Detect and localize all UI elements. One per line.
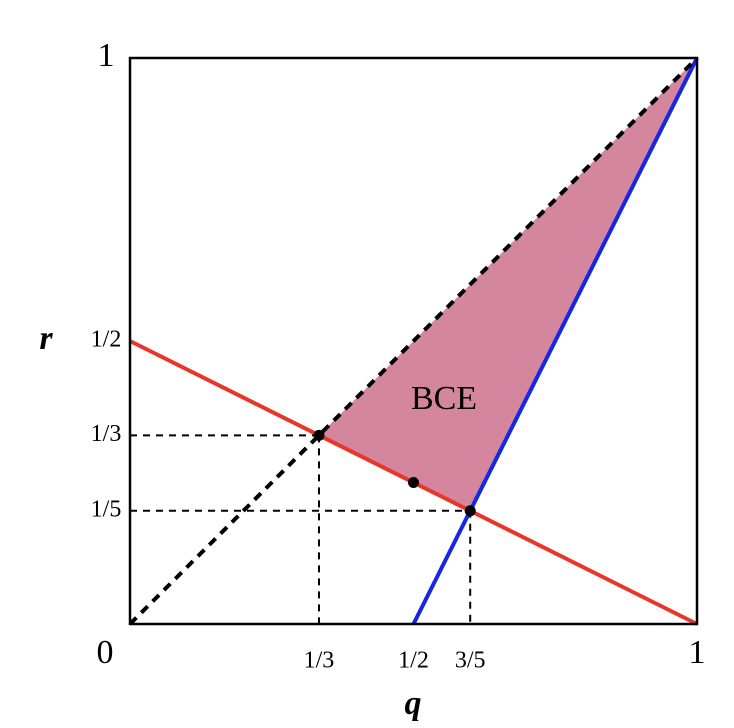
- x-tick-label: 1: [689, 634, 706, 671]
- bce-region: [318, 58, 697, 511]
- y-tick-label: 1/5: [91, 496, 122, 522]
- point: [408, 477, 419, 488]
- point: [313, 429, 325, 441]
- y-tick-label: 1/2: [91, 327, 122, 353]
- y-axis-label: r: [39, 320, 53, 357]
- series-line: [128, 56, 699, 626]
- y-tick-label: 1/3: [91, 421, 122, 447]
- point: [464, 505, 476, 517]
- x-tick-label: 1/3: [304, 648, 335, 674]
- x-tick-label: 0: [97, 634, 114, 671]
- x-tick-label: 3/5: [455, 648, 486, 674]
- series-line: [411, 57, 699, 625]
- plot-frame: [128, 56, 699, 626]
- x-tick-label: 1/2: [398, 648, 429, 674]
- y-tick-label: 1: [98, 37, 115, 74]
- annotation: BCE: [411, 380, 477, 417]
- x-axis-label: q: [405, 685, 422, 722]
